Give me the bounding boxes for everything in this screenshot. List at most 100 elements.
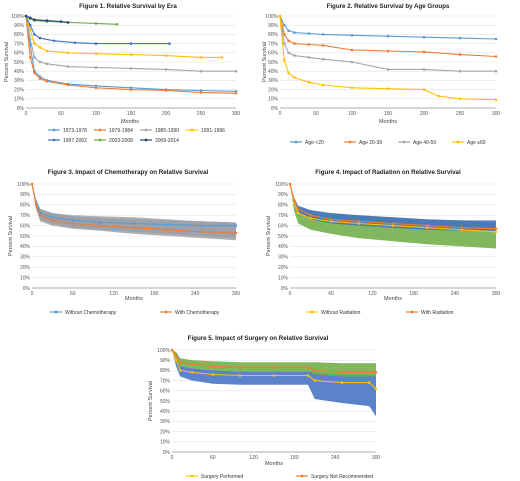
- data-point: [272, 366, 276, 369]
- data-point: [350, 34, 354, 37]
- data-point: [321, 33, 325, 36]
- y-tick-label: 30%: [278, 255, 289, 261]
- data-point: [164, 89, 168, 92]
- data-point: [234, 231, 238, 235]
- legend-marker: [410, 310, 414, 314]
- y-tick-label: 50%: [160, 399, 171, 405]
- y-tick-label: 0%: [281, 286, 289, 292]
- data-point: [458, 53, 462, 56]
- data-point: [52, 39, 56, 43]
- data-point: [357, 222, 361, 225]
- legend-marker: [294, 140, 298, 144]
- data-point: [51, 216, 54, 219]
- data-point: [494, 37, 498, 41]
- data-point: [94, 42, 98, 45]
- data-point: [238, 374, 242, 377]
- legend-label: Without Chemotherapy: [65, 310, 117, 316]
- series-line: [289, 183, 497, 230]
- data-point: [98, 224, 102, 227]
- data-point: [422, 68, 426, 71]
- data-point: [460, 228, 464, 232]
- data-point: [33, 56, 36, 59]
- data-point: [38, 77, 42, 80]
- data-point: [24, 14, 28, 18]
- legend-marker: [52, 128, 56, 132]
- y-tick-label: 70%: [20, 213, 31, 219]
- data-point: [38, 46, 42, 49]
- legend-label: Surgery Performed: [201, 474, 243, 480]
- y-tick-label: 20%: [14, 87, 25, 93]
- data-point: [66, 21, 70, 24]
- data-point: [191, 363, 194, 366]
- data-point: [283, 33, 286, 36]
- data-point: [178, 369, 182, 372]
- x-tick-label: 0: [289, 291, 292, 297]
- chart-title: Figure 1. Relative Survival by Era: [79, 3, 177, 10]
- legend-marker: [190, 128, 194, 132]
- y-tick-label: 20%: [278, 265, 289, 271]
- data-point: [307, 56, 311, 59]
- data-point: [350, 86, 354, 90]
- y-tick-label: 70%: [278, 213, 289, 219]
- data-point: [460, 226, 464, 229]
- data-point: [94, 22, 98, 25]
- y-tick-label: 30%: [268, 78, 279, 84]
- y-tick-label: 90%: [160, 358, 171, 364]
- y-tick-label: 100%: [275, 182, 288, 188]
- data-point: [374, 387, 378, 391]
- data-point: [94, 66, 98, 69]
- data-point: [422, 50, 426, 54]
- y-tick-label: 80%: [14, 32, 25, 38]
- legend-marker: [348, 140, 352, 144]
- data-point: [129, 67, 133, 70]
- data-point: [98, 221, 102, 224]
- data-point: [28, 28, 32, 32]
- x-tick-label: 250: [197, 111, 206, 117]
- data-point: [94, 84, 98, 88]
- data-point: [458, 69, 462, 73]
- y-tick-label: 30%: [160, 419, 171, 425]
- y-tick-label: 90%: [268, 23, 279, 29]
- data-point: [168, 42, 171, 45]
- x-tick-label: 300: [492, 111, 501, 117]
- data-point: [309, 217, 312, 220]
- data-point: [199, 69, 203, 73]
- data-point: [293, 54, 296, 57]
- y-tick-label: 0%: [271, 106, 279, 112]
- series-line: [31, 183, 236, 227]
- y-axis-label: Percent Survival: [8, 216, 14, 256]
- y-tick-label: 70%: [14, 41, 25, 47]
- y-tick-label: 100%: [11, 14, 24, 20]
- data-point: [94, 52, 98, 55]
- x-axis-label: Months: [379, 119, 397, 125]
- data-point: [211, 365, 215, 368]
- data-point: [38, 213, 42, 217]
- data-point: [45, 19, 49, 22]
- y-tick-label: 10%: [160, 440, 171, 446]
- y-tick-label: 60%: [160, 389, 171, 395]
- y-tick-label: 100%: [265, 14, 278, 20]
- y-tick-label: 80%: [268, 32, 279, 38]
- data-point: [426, 226, 429, 229]
- data-point: [386, 49, 390, 53]
- x-tick-label: 200: [162, 111, 171, 117]
- y-tick-label: 40%: [20, 244, 31, 250]
- y-tick-label: 30%: [20, 255, 31, 261]
- y-tick-label: 50%: [14, 60, 25, 66]
- x-tick-label: 50: [313, 111, 319, 117]
- data-point: [115, 23, 119, 26]
- data-point: [357, 220, 361, 223]
- legend-label: 2009-2014: [155, 138, 179, 144]
- legend-marker: [54, 310, 58, 314]
- data-point: [391, 222, 395, 225]
- confidence-band: [290, 184, 496, 249]
- data-point: [28, 16, 32, 20]
- legend-label: 1997-2002: [63, 138, 87, 144]
- x-tick-label: 150: [127, 111, 136, 117]
- data-point: [28, 56, 32, 59]
- y-tick-label: 70%: [160, 378, 171, 384]
- data-point: [166, 223, 170, 226]
- x-tick-label: 300: [232, 111, 241, 117]
- x-tick-label: 200: [420, 111, 429, 117]
- y-tick-label: 10%: [20, 275, 31, 281]
